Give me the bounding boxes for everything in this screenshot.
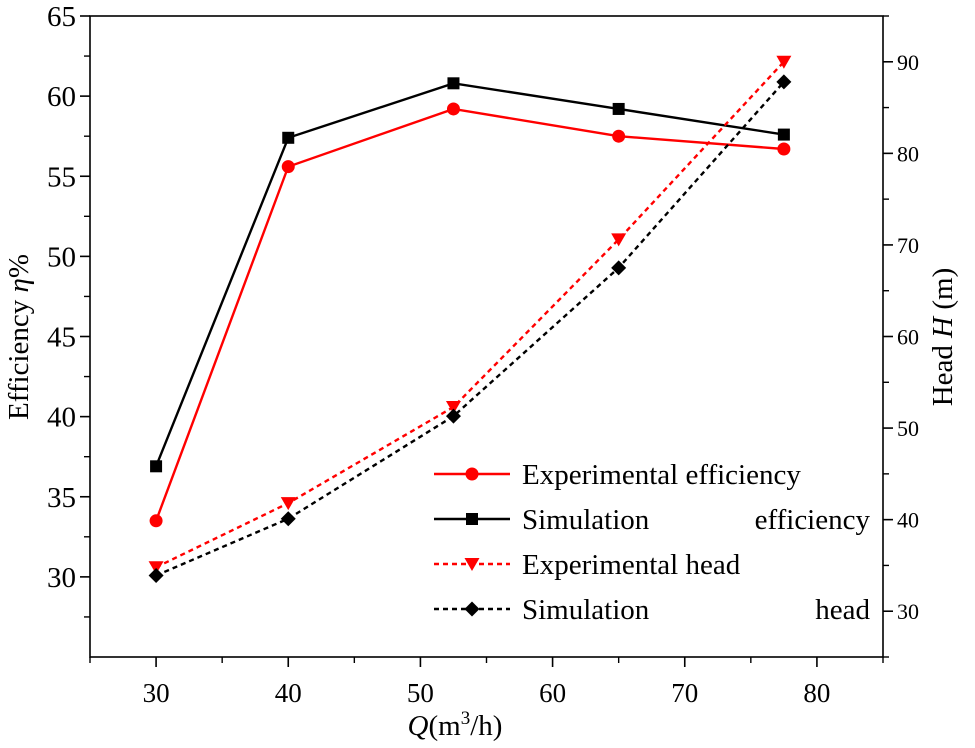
y-left-tick-label: 65 [47,1,76,33]
axis-titles: Q(m3/h) Efficiency η% Head H (m) [3,254,959,742]
axes-layer: 30 40 50 60 70 80 30 35 40 45 50 55 60 65 30 40 50 60 70 80… [47,1,919,708]
x-tick-label: 40 [275,678,302,708]
y-left-tick-label: 60 [47,81,76,113]
legend-label: Experimental head [522,549,741,581]
series-experimental-head [148,55,792,575]
data-point [447,77,460,90]
data-point [150,460,163,473]
data-point [445,408,461,424]
series-simulation-head [148,74,792,584]
y-left-axis-title: Efficiency η% [3,254,35,420]
data-point [446,102,460,116]
data-point [776,55,792,69]
y-right-tick-label: 50 [897,416,919,441]
y-right-tick-label: 80 [897,141,919,166]
x-axis-title: Q(m3/h) [408,708,503,742]
data-point [776,74,792,90]
data-point [612,129,626,143]
y-right-tick-label: 90 [897,50,919,75]
data-point [777,142,791,156]
y-right-tick-label: 40 [897,508,919,533]
legend-label: Simulation [522,594,650,626]
series-line [155,81,785,577]
data-point [445,401,461,415]
series-line [155,60,785,569]
x-tick-label: 70 [671,678,698,708]
series-simulation-efficiency [150,77,790,473]
x-tick-label: 30 [143,678,170,708]
data-point [280,511,296,527]
data-point [149,514,163,528]
legend-item: Simulation head [434,594,870,626]
data-point [611,260,627,276]
x-tick-label: 50 [407,678,434,708]
data-point [611,233,627,247]
y-left-tick-label: 50 [47,241,76,273]
series-layer [148,55,792,584]
legend-label: Simulation [522,504,650,536]
legend-marker [466,513,478,525]
data-point [280,497,296,511]
y-left-tick-label: 35 [47,482,76,514]
y-left-tick-label: 55 [47,161,76,193]
y-right-tick-label: 70 [897,233,919,258]
y-right-tick-label: 30 [897,599,919,624]
legend: Experimental efficiency Simulation efficie… [434,459,870,626]
legend-marker [464,558,480,571]
y-right-tick-label: 60 [897,325,919,350]
data-point [148,568,164,584]
legend-label-right: efficiency [755,504,871,536]
legend-marker [465,467,479,481]
data-point [612,102,625,115]
x-tick-label: 80 [803,678,830,708]
legend-marker [464,601,480,617]
data-point [777,128,790,141]
series-experimental-efficiency [149,102,791,528]
legend-label: Experimental efficiency [522,459,801,491]
x-tick-label: 60 [539,678,566,708]
y-right-axis-title: Head H (m) [927,268,959,407]
data-point [281,160,295,174]
data-point [282,131,295,144]
legend-label-right: head [815,594,870,626]
data-point [148,561,164,575]
legend-item: Experimental efficiency [434,459,801,491]
legend-item: Experimental head [434,549,741,581]
y-left-tick-label: 40 [47,402,76,434]
y-left-tick-label: 45 [47,322,76,354]
y-left-tick-label: 30 [47,562,76,594]
legend-item: Simulation efficiency [434,504,870,536]
